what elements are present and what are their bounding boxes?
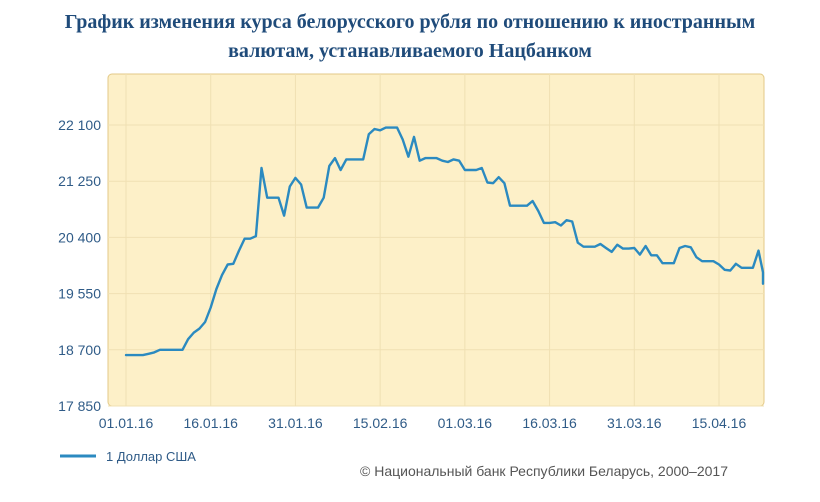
plot-area	[107, 73, 765, 407]
x-tick-label: 16.03.16	[522, 415, 577, 431]
y-tick-label: 21 250	[58, 173, 101, 189]
y-tick-label: 17 850	[58, 398, 101, 414]
y-tick-label: 22 100	[58, 117, 101, 133]
x-tick-label: 16.01.16	[183, 415, 238, 431]
x-tick-label: 15.04.16	[692, 415, 747, 431]
x-tick-label: 31.01.16	[268, 415, 323, 431]
chart-title-line-2: валютам, устанавливаемого Нацбанком	[228, 40, 592, 62]
y-tick-label: 18 700	[58, 342, 101, 358]
x-tick-label: 01.03.16	[438, 415, 493, 431]
x-tick-label: 31.03.16	[607, 415, 662, 431]
copyright-notice: © Национальный банк Республики Беларусь,…	[360, 463, 728, 479]
y-tick-label: 19 550	[58, 286, 101, 302]
y-axis: 17 850 18 700 19 550 20 400 21 250 22 100	[58, 117, 101, 414]
chart-title: График изменения курса белорусского рубл…	[20, 8, 800, 66]
x-axis: 01.01.16 16.01.16 31.01.16 15.02.16 01.03.16…	[99, 415, 747, 431]
x-tick-label: 01.01.16	[99, 415, 154, 431]
series-line-usd	[124, 126, 765, 357]
chart-title-line-1: График изменения курса белорусского рубл…	[64, 11, 756, 33]
y-tick-label: 20 400	[58, 229, 101, 245]
x-tick-label: 15.02.16	[353, 415, 408, 431]
legend-label-usd: 1 Доллар США	[106, 449, 196, 464]
